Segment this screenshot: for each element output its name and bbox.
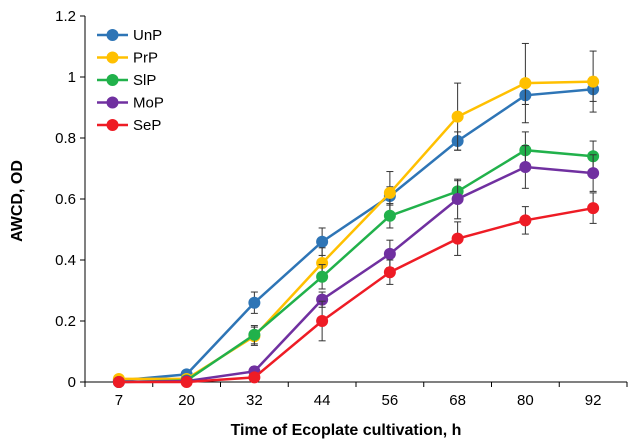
x-tick-label: 68 xyxy=(449,392,466,409)
series-line xyxy=(118,165,594,384)
series-layer xyxy=(112,42,600,388)
y-tick-label: 0.4 xyxy=(55,252,76,269)
y-axis-ticks: 0 0.2 0.4 0.6 0.8 1 1.2 xyxy=(55,8,85,391)
legend-item-slp: SlP xyxy=(97,72,156,89)
legend-item-prp: PrP xyxy=(97,50,158,67)
x-tick-label: 80 xyxy=(517,392,534,409)
y-tick-label: 0.6 xyxy=(55,191,76,208)
data-point xyxy=(316,235,329,248)
legend-label: SlP xyxy=(133,72,156,89)
x-tick-label: 20 xyxy=(178,392,195,409)
series-mop xyxy=(112,145,600,388)
legend: UnP PrP SlP MoP SeP xyxy=(97,27,164,134)
x-tick-label: 92 xyxy=(585,392,602,409)
data-point xyxy=(248,296,261,309)
legend-marker xyxy=(106,51,119,64)
data-point xyxy=(383,186,396,199)
x-axis-ticks: 7 20 32 44 56 68 80 92 xyxy=(84,382,628,409)
data-point xyxy=(383,247,396,260)
x-tick-label: 44 xyxy=(314,392,331,409)
data-point xyxy=(112,376,125,388)
legend-label: MoP xyxy=(133,95,164,112)
y-tick-label: 1 xyxy=(68,69,76,86)
series-line xyxy=(118,87,594,382)
series-line xyxy=(118,80,594,381)
y-axis-title: AWCD, OD xyxy=(9,160,26,242)
data-point xyxy=(248,371,261,384)
legend-marker xyxy=(106,119,119,131)
data-point xyxy=(248,328,261,341)
series-line xyxy=(118,206,594,384)
data-point xyxy=(451,193,464,205)
data-point xyxy=(451,232,464,245)
data-point xyxy=(316,315,329,327)
legend-item-unp: UnP xyxy=(97,27,162,44)
x-tick-label: 7 xyxy=(115,392,123,409)
y-tick-label: 0.2 xyxy=(55,313,76,330)
x-tick-label: 32 xyxy=(246,392,263,409)
legend-item-sep: SeP xyxy=(97,117,161,134)
data-point xyxy=(519,214,532,227)
data-point xyxy=(587,202,600,215)
x-axis-title: Time of Ecoplate cultivation, h xyxy=(231,422,462,439)
data-point xyxy=(316,293,329,306)
y-tick-label: 0 xyxy=(68,374,76,391)
y-tick-label: 1.2 xyxy=(55,8,76,25)
legend-marker xyxy=(106,29,119,41)
data-point xyxy=(316,257,329,270)
data-point xyxy=(519,160,532,173)
x-tick-label: 56 xyxy=(382,392,399,409)
series-sep xyxy=(112,192,600,388)
chart-axes xyxy=(84,16,627,383)
legend-marker xyxy=(106,74,119,86)
data-point xyxy=(316,270,329,283)
data-point xyxy=(383,266,396,279)
legend-label: UnP xyxy=(133,27,162,44)
data-point xyxy=(587,75,600,88)
data-point xyxy=(519,77,532,90)
data-point xyxy=(451,110,464,123)
legend-item-mop: MoP xyxy=(97,95,164,112)
series-slp xyxy=(112,131,600,388)
y-tick-label: 0.8 xyxy=(55,130,76,147)
legend-label: SeP xyxy=(133,117,161,134)
data-point xyxy=(383,209,396,222)
data-point xyxy=(180,376,193,388)
data-point xyxy=(587,167,600,180)
legend-label: PrP xyxy=(133,50,158,67)
legend-marker xyxy=(106,96,119,109)
series-line xyxy=(118,148,594,384)
series-unp xyxy=(112,76,600,387)
